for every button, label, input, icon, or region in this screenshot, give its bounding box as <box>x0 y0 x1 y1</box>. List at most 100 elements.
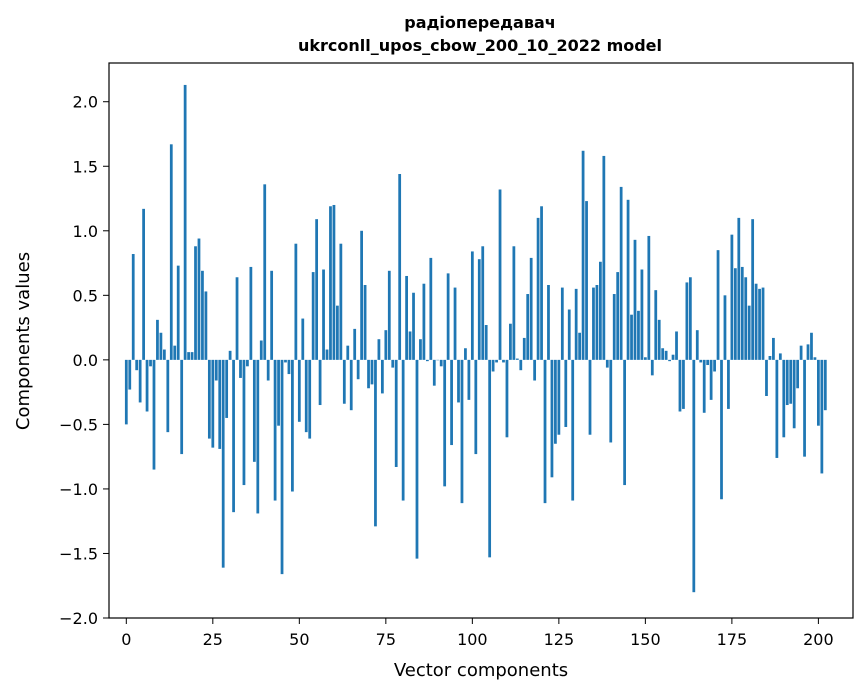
bar <box>446 273 450 360</box>
bar <box>564 359 568 427</box>
bar <box>346 345 350 360</box>
bar <box>820 359 824 474</box>
bar <box>239 359 242 378</box>
bar <box>709 359 713 400</box>
bar <box>439 359 443 367</box>
bar <box>588 359 592 435</box>
bar <box>654 290 658 360</box>
bar <box>370 359 374 385</box>
bar <box>671 354 675 360</box>
bar <box>515 358 519 360</box>
bar <box>647 235 651 360</box>
bar <box>336 305 339 360</box>
bar <box>128 359 132 390</box>
bar <box>484 325 488 360</box>
bar <box>792 359 796 429</box>
bar <box>353 328 357 360</box>
bar <box>156 319 159 360</box>
bar <box>668 359 671 362</box>
bar <box>772 337 775 360</box>
bar <box>419 339 422 360</box>
bar <box>817 359 820 426</box>
bar <box>806 344 810 360</box>
bar <box>623 359 626 486</box>
bar <box>374 359 377 527</box>
bar <box>723 295 727 360</box>
bar <box>470 251 474 360</box>
bar <box>505 359 509 438</box>
bar <box>543 359 547 504</box>
bar <box>605 359 609 368</box>
bar <box>550 359 554 478</box>
bar <box>356 359 360 380</box>
bar <box>322 269 325 360</box>
bar <box>443 359 447 487</box>
bar <box>453 287 457 360</box>
x-tick-label: 0 <box>121 630 131 649</box>
bar <box>699 359 703 363</box>
bar <box>675 331 678 360</box>
bar <box>425 359 429 362</box>
bar <box>218 359 222 449</box>
bar <box>747 305 751 360</box>
chart-title: радіопередавач <box>404 13 555 32</box>
bar <box>415 359 419 559</box>
bar <box>297 359 301 422</box>
bar <box>685 282 689 360</box>
bar <box>688 277 692 360</box>
bar <box>232 359 235 513</box>
bar <box>702 359 706 413</box>
bar <box>311 272 315 360</box>
bar <box>536 217 540 360</box>
bar <box>135 359 139 371</box>
x-tick-label: 75 <box>376 630 396 649</box>
bar <box>450 359 453 446</box>
bar <box>540 206 543 360</box>
bar <box>273 359 277 501</box>
bar <box>304 359 308 433</box>
bar <box>557 359 561 435</box>
bar <box>194 246 197 360</box>
bar <box>554 359 557 444</box>
bar <box>422 283 426 360</box>
bar <box>529 257 533 360</box>
bar <box>294 243 298 360</box>
bar <box>643 357 647 360</box>
bar <box>633 239 637 360</box>
bar <box>266 359 270 381</box>
bar <box>754 283 758 360</box>
bar <box>522 337 526 360</box>
bar <box>474 359 478 455</box>
bar <box>751 219 755 360</box>
bar <box>581 150 585 360</box>
bar <box>221 359 225 568</box>
bar <box>796 359 800 389</box>
bar <box>813 357 817 360</box>
bar <box>761 287 765 360</box>
bar <box>785 359 789 406</box>
bar <box>332 204 336 360</box>
bar <box>235 277 239 360</box>
bar <box>578 332 582 360</box>
bar <box>138 359 142 403</box>
bar <box>162 349 166 360</box>
bar <box>602 155 606 360</box>
bar <box>142 208 145 360</box>
bar <box>263 184 267 360</box>
y-tick-label: −1.0 <box>59 480 98 499</box>
bar <box>567 309 571 360</box>
bar <box>706 359 710 366</box>
bar <box>630 314 633 360</box>
bar <box>387 270 391 360</box>
bar <box>180 359 184 455</box>
bar <box>207 359 211 439</box>
bar <box>398 174 402 360</box>
bar <box>363 285 367 360</box>
y-tick-label: 0.5 <box>73 286 98 305</box>
bar <box>187 352 190 360</box>
bar <box>637 310 640 360</box>
y-tick-label: −0.5 <box>59 415 98 434</box>
bar <box>585 201 588 360</box>
bar <box>488 359 492 558</box>
